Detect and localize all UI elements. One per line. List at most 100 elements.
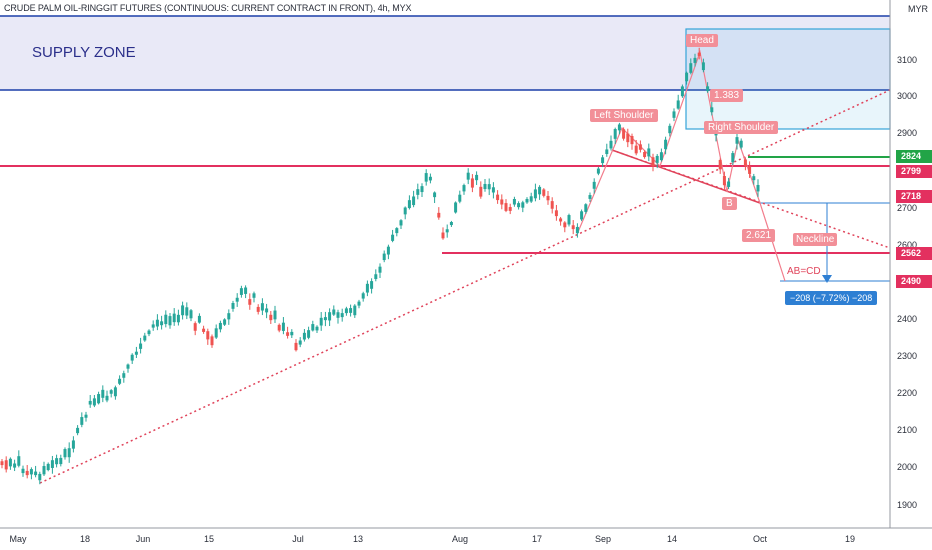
currency-label: MYR [908,4,928,14]
candlestick-series [0,47,760,485]
candle-body [63,449,67,458]
candle-body [609,140,613,149]
candle-body [664,139,668,150]
candle-body [391,234,395,241]
time-tick: 14 [666,534,678,544]
right-shoulder-label[interactable]: Right Shoulder [704,121,779,134]
candle-body [466,172,470,180]
time-tick: Sep [594,534,612,544]
candle-body [147,330,151,335]
candle-body [752,176,756,181]
candle-body [693,57,697,63]
price-tag-2562[interactable]: 2562 [896,247,932,260]
candle-body [353,305,357,316]
head-label[interactable]: Head [686,34,718,47]
candle-body [8,458,12,467]
candle-body [0,461,4,466]
candle-body [504,203,508,211]
candle-body [168,316,172,326]
price-tick: 2600 [897,240,918,250]
measure-arrow-head [822,275,832,283]
candle-body [617,124,621,131]
candle-body [605,149,609,155]
candle-body [689,63,693,73]
candle-body [134,351,138,355]
point-b-label[interactable]: B [722,197,737,210]
candle-body [130,354,134,361]
candle-body [260,303,264,311]
candle-body [651,157,655,167]
candle-body [680,86,684,97]
candle-body [517,203,521,208]
candle-body [92,398,96,406]
candle-body [685,72,689,82]
candle-body [626,133,630,143]
time-tick: 19 [844,534,856,544]
candle-body [365,283,369,293]
candle-body [71,440,75,449]
candle-body [470,178,474,188]
candle-body [701,62,705,71]
candle-body [475,174,479,181]
abcd-label[interactable]: AB=CD [787,266,821,277]
candle-body [525,198,529,203]
candle-body [323,317,327,321]
candle-body [319,317,323,326]
price-tag-2718[interactable]: 2718 [896,190,932,203]
candle-body [269,314,273,321]
candle-body [563,222,567,228]
time-tick: Jul [292,534,304,544]
candle-body [357,301,361,306]
candle-body [172,313,176,323]
price-tag-2824[interactable]: 2824 [896,150,932,163]
candle-body [399,220,403,226]
fib-ratio-1[interactable]: 1.383 [710,89,744,102]
candle-body [113,387,117,397]
candle-body [126,364,130,369]
time-tick: 15 [203,534,215,544]
time-tick: Oct [752,534,768,544]
price-tick: 3100 [897,55,918,65]
candle-body [151,324,155,328]
fib-ratio-2[interactable]: 2.621 [742,229,776,242]
left-shoulder-label[interactable]: Left Shoulder [590,109,658,122]
candle-body [727,181,731,187]
candle-body [206,331,210,340]
uptrend-line[interactable] [39,89,891,484]
candle-body [739,140,743,148]
candle-body [559,218,563,222]
candle-body [361,293,365,299]
candle-body [710,107,714,113]
candle-body [218,322,222,330]
candle-body [231,302,235,309]
candle-body [290,331,294,336]
candle-body [378,266,382,273]
candle-body [386,246,390,255]
candle-body [286,332,290,336]
time-tick: 18 [79,534,91,544]
candle-body [428,176,432,181]
chart-title: CRUDE PALM OIL-RINGGIT FUTURES (CONTINUO… [4,3,412,13]
candle-body [76,427,80,434]
price-range-measure[interactable]: −208 (−7.72%) −208 [785,291,878,305]
neckline-label[interactable]: Neckline [793,233,838,246]
candle-body [80,417,84,425]
neckline-extension[interactable] [611,149,891,249]
candle-body [584,204,588,212]
candle-body [46,463,50,471]
price-tag-2799[interactable]: 2799 [896,165,932,178]
price-tag-2490[interactable]: 2490 [896,275,932,288]
candle-body [59,457,63,465]
candle-body [42,466,46,475]
candle-body [210,336,214,346]
candle-body [277,324,281,331]
candle-body [676,100,680,109]
candle-body [630,136,634,145]
candle-body [97,394,101,404]
candle-body [508,207,512,211]
candle-body [223,319,227,325]
candle-body [458,194,462,202]
candle-body [273,310,277,320]
candle-body [567,215,571,225]
